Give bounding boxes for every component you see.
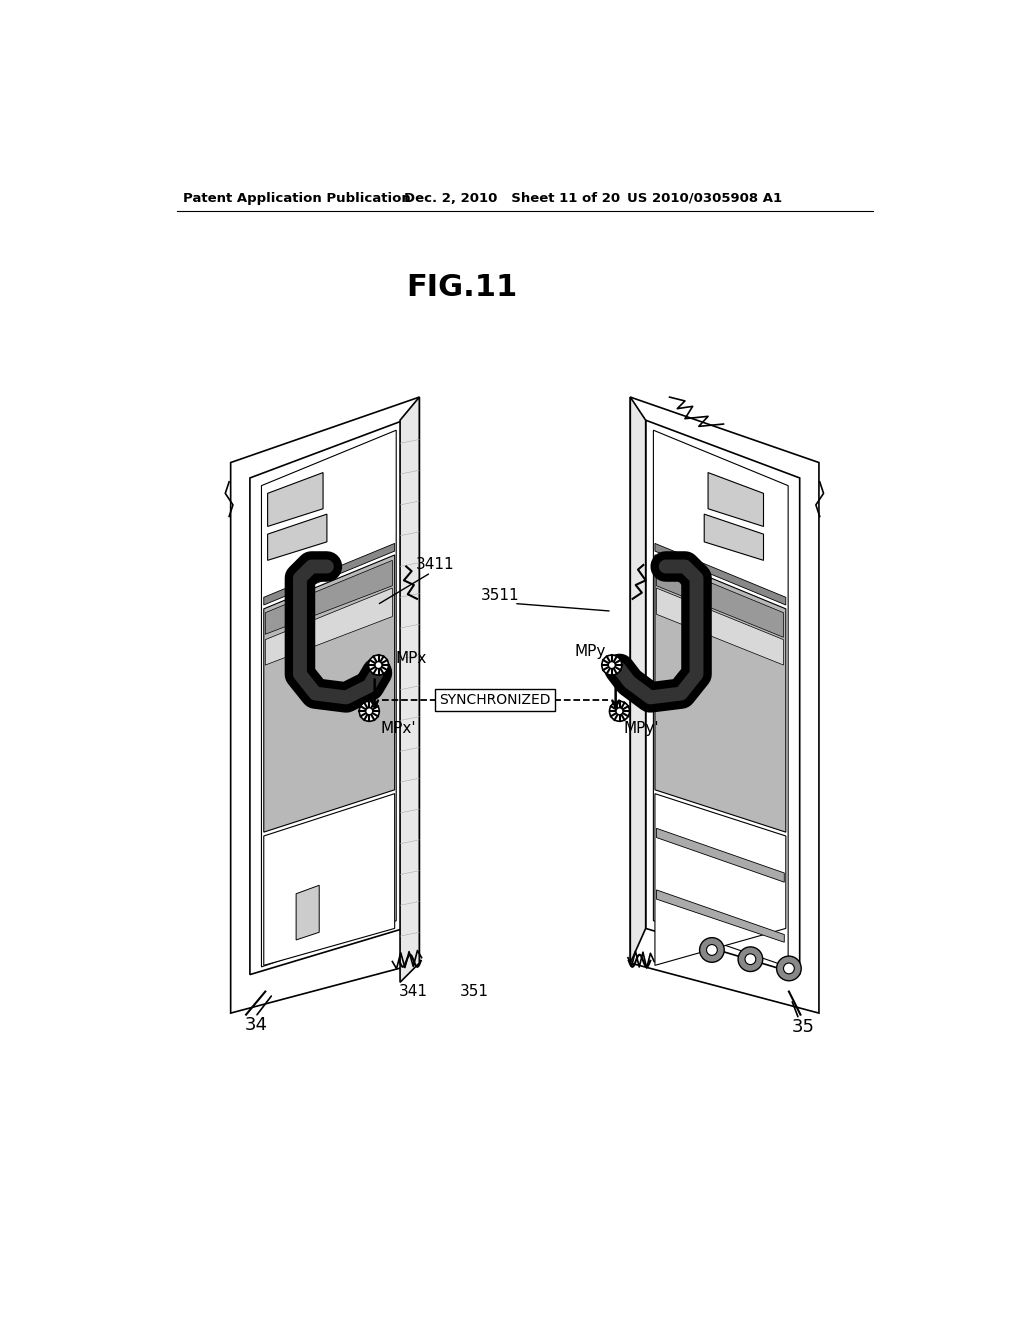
Circle shape [783, 964, 795, 974]
Text: MPx: MPx [395, 651, 427, 667]
Text: 341: 341 [398, 983, 428, 999]
Circle shape [699, 937, 724, 962]
Polygon shape [296, 886, 319, 940]
Circle shape [776, 956, 801, 981]
Polygon shape [230, 397, 419, 1014]
Polygon shape [656, 829, 784, 882]
Text: MPy: MPy [574, 644, 606, 659]
Polygon shape [261, 430, 396, 966]
Polygon shape [656, 560, 783, 638]
Circle shape [609, 701, 630, 721]
Text: 3411: 3411 [416, 557, 454, 573]
Polygon shape [267, 515, 327, 560]
Circle shape [738, 946, 763, 972]
Polygon shape [267, 473, 323, 527]
Text: MPx': MPx' [381, 721, 417, 735]
Circle shape [602, 655, 622, 675]
Circle shape [375, 661, 382, 668]
Text: SYNCHRONIZED: SYNCHRONIZED [439, 693, 551, 706]
Circle shape [608, 661, 615, 668]
Text: MPy': MPy' [624, 721, 659, 735]
Polygon shape [705, 515, 764, 560]
Text: US 2010/0305908 A1: US 2010/0305908 A1 [628, 191, 782, 205]
Circle shape [359, 701, 379, 721]
Circle shape [707, 945, 717, 956]
Text: 34: 34 [245, 1015, 267, 1034]
Polygon shape [631, 397, 646, 964]
Polygon shape [655, 554, 785, 832]
Polygon shape [264, 554, 394, 832]
Text: 351: 351 [460, 983, 489, 999]
Circle shape [369, 655, 388, 675]
Circle shape [745, 954, 756, 965]
Polygon shape [265, 589, 392, 665]
Polygon shape [264, 793, 394, 965]
Text: Dec. 2, 2010   Sheet 11 of 20: Dec. 2, 2010 Sheet 11 of 20 [403, 191, 621, 205]
Polygon shape [655, 544, 785, 605]
Polygon shape [250, 420, 403, 974]
Polygon shape [631, 397, 819, 1014]
Polygon shape [265, 560, 392, 635]
Polygon shape [656, 890, 784, 942]
Circle shape [366, 708, 373, 714]
Polygon shape [655, 793, 785, 965]
Polygon shape [264, 544, 394, 605]
Polygon shape [400, 397, 419, 982]
Polygon shape [708, 473, 764, 527]
Polygon shape [653, 430, 788, 966]
Text: FIG.11: FIG.11 [407, 273, 517, 302]
Text: 35: 35 [792, 1018, 814, 1036]
Polygon shape [646, 420, 800, 974]
Text: Patent Application Publication: Patent Application Publication [183, 191, 411, 205]
Circle shape [616, 708, 623, 714]
Text: 3511: 3511 [481, 589, 519, 603]
Polygon shape [656, 589, 783, 665]
